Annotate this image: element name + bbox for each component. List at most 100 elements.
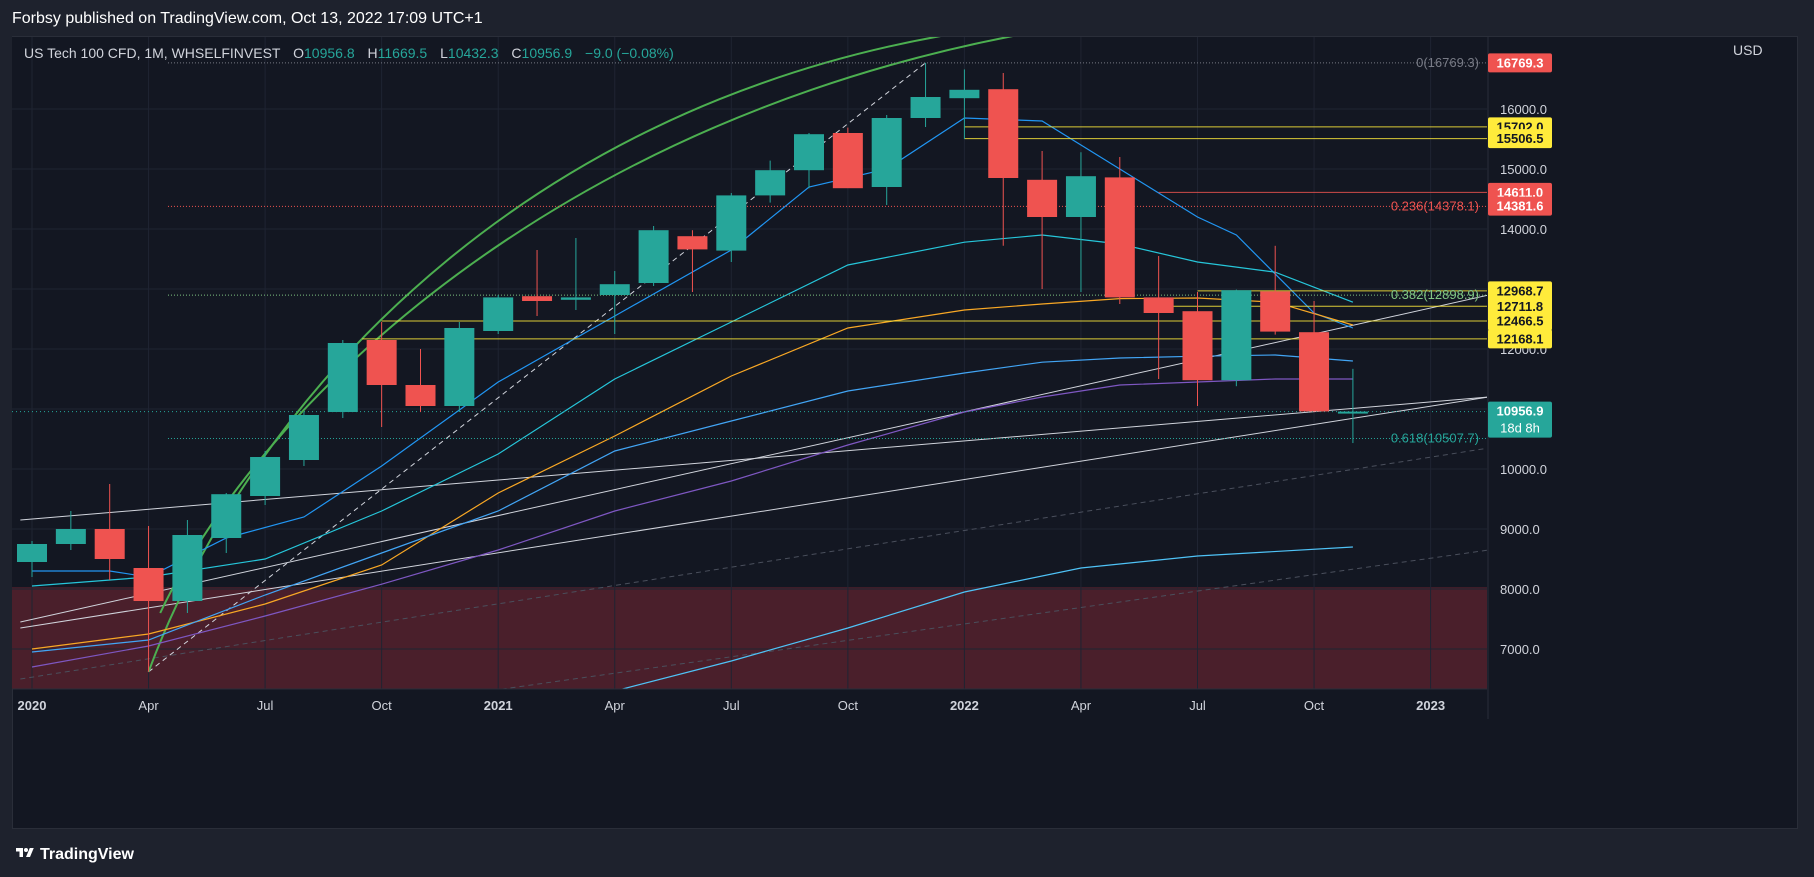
candle[interactable] <box>17 541 47 577</box>
candle-body[interactable] <box>949 89 980 99</box>
candle[interactable] <box>250 451 281 505</box>
candle[interactable] <box>1065 152 1096 292</box>
moving-average-3[interactable] <box>31 297 1354 650</box>
symbol-legend: US Tech 100 CFD, 1M, WHSELFINVEST O10956… <box>24 45 674 61</box>
candle-body[interactable] <box>55 529 86 544</box>
candle-body[interactable] <box>1260 291 1291 332</box>
candle-body[interactable] <box>1337 411 1368 414</box>
price-tag-label: 12968.7 <box>1497 283 1544 298</box>
candle-body[interactable] <box>483 297 514 331</box>
candle[interactable] <box>55 511 86 550</box>
candle-body[interactable] <box>172 535 203 601</box>
candle-body[interactable] <box>1299 332 1330 412</box>
candle[interactable] <box>599 271 630 334</box>
symbol-name[interactable]: US Tech 100 CFD, 1M, WHSELFINVEST <box>24 45 281 61</box>
candle-body[interactable] <box>1065 176 1096 217</box>
candle-body[interactable] <box>327 343 358 412</box>
candle-body[interactable] <box>560 297 591 300</box>
candle[interactable] <box>172 520 203 613</box>
candle-body[interactable] <box>211 494 242 538</box>
candle-body[interactable] <box>871 118 902 187</box>
candle-body[interactable] <box>910 97 941 118</box>
candle[interactable] <box>94 484 125 580</box>
candle-body[interactable] <box>94 529 125 559</box>
candle-body[interactable] <box>1027 179 1058 217</box>
footer-brand[interactable]: TradingView <box>14 846 134 864</box>
parabolic-arc-1[interactable] <box>147 19 1081 673</box>
candle[interactable] <box>366 322 397 427</box>
moving-average-6[interactable] <box>615 546 1353 691</box>
candle[interactable] <box>677 230 708 292</box>
candle-body[interactable] <box>1221 290 1252 381</box>
candle-body[interactable] <box>444 328 475 406</box>
candle[interactable] <box>288 412 319 466</box>
time-tick-label: Apr <box>1071 698 1092 713</box>
candle-body[interactable] <box>832 133 863 189</box>
candle[interactable] <box>988 73 1019 246</box>
change-value: −9.0 (−0.08%) <box>585 45 674 61</box>
price-tag-label: 15506.5 <box>1497 131 1544 146</box>
candle-body[interactable] <box>1104 177 1135 298</box>
candle[interactable] <box>1221 289 1252 387</box>
candle[interactable] <box>405 349 436 412</box>
candle[interactable] <box>522 250 553 316</box>
trendline-2[interactable] <box>20 396 1489 629</box>
candle[interactable] <box>1260 245 1291 335</box>
candle-body[interactable] <box>522 296 553 301</box>
candle-body[interactable] <box>677 236 708 250</box>
candle[interactable] <box>794 133 824 189</box>
candle[interactable] <box>327 340 358 418</box>
candle-body[interactable] <box>716 195 747 251</box>
moving-average-5[interactable] <box>31 378 1353 668</box>
candle[interactable] <box>1027 151 1058 289</box>
candle-body[interactable] <box>599 284 630 295</box>
candle[interactable] <box>832 127 863 189</box>
time-tick-label: 2021 <box>484 698 513 713</box>
fib-retracement[interactable]: 0(16769.3) 0.236(14378.1) 0.382(12898.9) 0.… <box>167 55 1487 446</box>
time-tick-label: 2022 <box>950 698 979 713</box>
candle[interactable] <box>133 526 164 672</box>
candle[interactable] <box>910 62 941 127</box>
candle[interactable] <box>1143 256 1174 379</box>
candle-body[interactable] <box>133 568 164 601</box>
time-tick-label: 2020 <box>18 698 47 713</box>
candle-body[interactable] <box>988 89 1019 178</box>
time-tick-label: Oct <box>372 698 393 713</box>
candle[interactable] <box>871 115 902 205</box>
candle-body[interactable] <box>250 457 281 496</box>
candle[interactable] <box>560 238 591 310</box>
candle[interactable] <box>716 193 747 262</box>
candle-body[interactable] <box>1182 311 1213 381</box>
candle[interactable] <box>638 226 669 286</box>
price-tag <box>1488 296 1552 316</box>
time-axis[interactable]: 2020 Apr Jul Oct 2021 Apr Jul Oct 2022 Apr Jul Oct 2… <box>12 688 1487 713</box>
candle[interactable] <box>1337 368 1368 444</box>
trendline-4[interactable] <box>20 549 1489 757</box>
candle[interactable] <box>1182 292 1213 406</box>
candle[interactable] <box>1299 301 1330 412</box>
candle[interactable] <box>755 160 786 203</box>
candle-body[interactable] <box>366 340 397 385</box>
candle-body[interactable] <box>755 170 786 196</box>
trendline-3[interactable] <box>20 447 1489 680</box>
candle-body[interactable] <box>794 134 824 171</box>
candle-body[interactable] <box>17 544 47 562</box>
fib-level-label: 0.618(10507.7) <box>1391 431 1479 446</box>
candle-body[interactable] <box>288 415 319 460</box>
candle[interactable] <box>483 295 514 334</box>
top-bar: Forbsy published on TradingView.com, Oct… <box>0 0 1814 38</box>
candle[interactable] <box>211 493 242 553</box>
price-tag-label: 16769.3 <box>1497 55 1544 70</box>
time-tick-label: Oct <box>838 698 859 713</box>
candle-body[interactable] <box>405 385 436 406</box>
moving-average-2[interactable] <box>31 234 1354 587</box>
moving-average-1[interactable] <box>32 117 1354 578</box>
price-axis[interactable]: 16000.015000.014000.013000.012000.011000… <box>1487 37 1797 719</box>
candle-body[interactable] <box>638 230 669 283</box>
candle-body[interactable] <box>1143 297 1174 313</box>
candle[interactable] <box>949 69 980 139</box>
candle[interactable] <box>1104 157 1135 304</box>
currency-label: USD <box>1733 42 1763 58</box>
candle[interactable] <box>444 322 475 412</box>
